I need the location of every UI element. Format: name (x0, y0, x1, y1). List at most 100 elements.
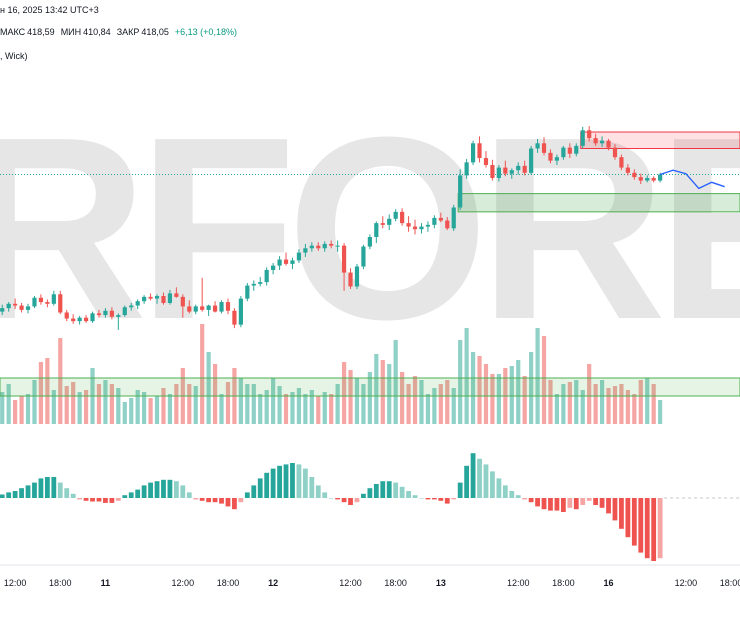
oscillator-bar (541, 498, 547, 510)
candle-body (516, 165, 521, 171)
candle-body (406, 223, 411, 227)
candle-body (187, 306, 192, 312)
oscillator-bar (96, 498, 102, 502)
oscillator-bar (560, 498, 566, 512)
oscillator-bar (502, 485, 508, 498)
oscillator-bar (580, 498, 586, 505)
candle-body (645, 178, 650, 181)
candle-body (380, 223, 385, 225)
time-tick-label: 13 (436, 578, 446, 588)
volume-bar (0, 392, 5, 424)
volume-bar (535, 328, 540, 424)
candle-body (464, 162, 469, 176)
volume-bar (529, 352, 534, 424)
oscillator-bar (644, 498, 650, 559)
candle-body (71, 318, 76, 322)
watermark: RFOREX.c (0, 84, 740, 374)
volume-bar (290, 392, 295, 424)
volume-bar (438, 384, 443, 424)
oscillator-bar (206, 498, 212, 503)
candle-body (400, 211, 405, 224)
oscillator-bar (386, 481, 392, 498)
candle-body (51, 294, 56, 304)
oscillator-bar (122, 495, 128, 498)
projection-line (659, 169, 725, 190)
volume-bar (451, 388, 456, 424)
volume-bar (548, 380, 553, 424)
candle-body (483, 158, 489, 165)
candle-body (587, 130, 592, 139)
oscillator-bar (451, 498, 457, 500)
candle-body (387, 218, 392, 225)
oscillator-bar (32, 482, 37, 498)
volume-bar (599, 380, 605, 424)
oscillator-bar (586, 498, 592, 501)
candle-body (335, 245, 340, 247)
time-tick-label: 18:00 (49, 578, 72, 588)
candle-body (425, 224, 431, 227)
volume-bar (187, 384, 192, 424)
oscillator-bar (348, 498, 353, 505)
oscillator-bar (509, 491, 515, 498)
volume-bar (77, 392, 82, 424)
volume-bar (419, 380, 424, 424)
low-label: МИН (60, 27, 82, 37)
volume-bar (309, 390, 314, 424)
volume-bar (161, 388, 166, 424)
time-tick-label: 18:00 (720, 578, 740, 588)
oscillator-bar (264, 472, 270, 498)
candle-body (148, 296, 153, 299)
candle-body (219, 302, 224, 312)
volume-bar (335, 384, 340, 424)
time-tick-label: 12:00 (4, 578, 27, 588)
oscillator-bar (535, 498, 540, 507)
candle-body (258, 282, 263, 284)
candle-body (251, 283, 256, 286)
candle-body (129, 305, 134, 308)
candle-body (599, 140, 605, 144)
volume-bar (625, 390, 630, 424)
candle-body (109, 310, 114, 317)
candle-body (225, 302, 231, 311)
oscillator-bar (283, 464, 289, 498)
volume-bar (251, 384, 256, 424)
candle-body (470, 143, 476, 163)
oscillator-bar (593, 498, 599, 505)
candle-body (554, 157, 560, 161)
volume-bar (322, 392, 327, 424)
candle-body (200, 306, 205, 310)
candle-body (445, 220, 450, 229)
volume-bar (470, 352, 476, 424)
candle-body (167, 293, 173, 303)
candle-body (64, 312, 69, 319)
candle-body (193, 306, 198, 312)
volume-bar (490, 374, 495, 424)
candle-body (561, 147, 566, 158)
time-tick-label: 16 (604, 578, 614, 588)
oscillator-bar (380, 481, 386, 498)
candle-body (0, 308, 5, 312)
oscillator-bar (0, 494, 5, 498)
candle-body (651, 178, 656, 181)
volume-bar (522, 376, 527, 424)
oscillator-bar (425, 498, 431, 500)
oscillator-bar (528, 498, 534, 503)
candle-body (529, 148, 534, 173)
oscillator-bar (373, 484, 379, 498)
oscillator-bar (148, 482, 153, 498)
candle-body (658, 174, 663, 181)
oscillator-bar (51, 477, 57, 498)
oscillator-bar (393, 482, 399, 498)
volume-bar (477, 356, 482, 424)
oscillator-bar (90, 498, 95, 502)
volume-bar (329, 394, 334, 424)
candle-body (135, 301, 140, 306)
oscillator-bar (651, 498, 657, 561)
volume-bar (13, 400, 18, 424)
volume-bar (83, 390, 89, 424)
candle-body (316, 245, 321, 249)
oscillator-bar (354, 498, 360, 503)
oscillator-bar (438, 498, 444, 501)
volume-bar (116, 388, 121, 424)
